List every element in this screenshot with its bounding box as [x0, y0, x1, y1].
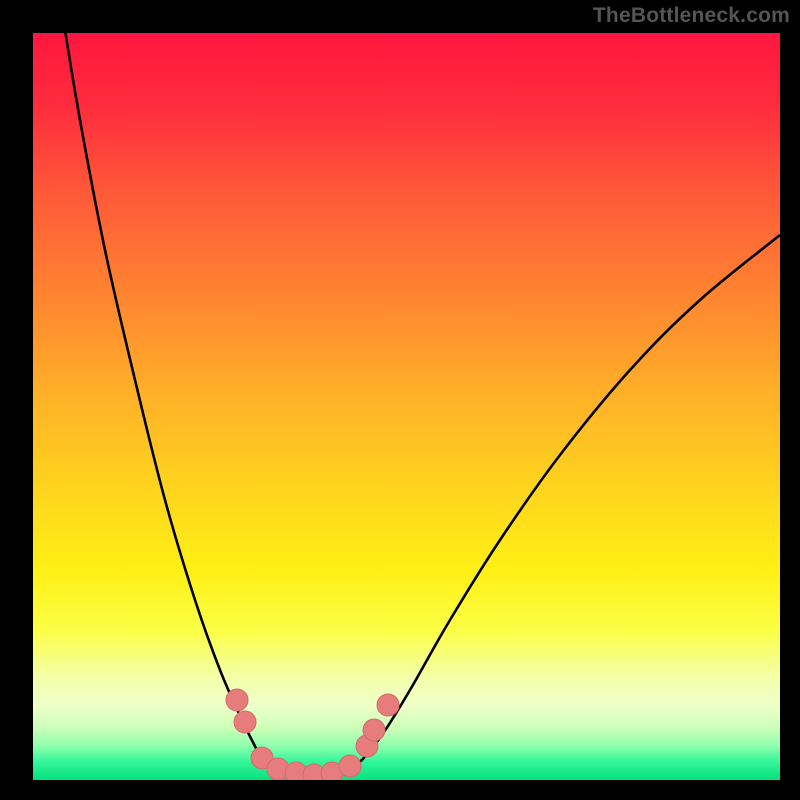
gradient-background	[33, 33, 780, 780]
marker-0	[226, 689, 248, 711]
watermark-text: TheBottleneck.com	[593, 4, 790, 28]
marker-7	[339, 755, 361, 777]
marker-9	[363, 719, 385, 741]
frame-bottom	[0, 780, 800, 800]
marker-1	[234, 711, 256, 733]
frame-right	[780, 0, 800, 800]
marker-10	[377, 694, 399, 716]
bottleneck-chart	[0, 0, 800, 800]
frame-left	[0, 0, 33, 800]
